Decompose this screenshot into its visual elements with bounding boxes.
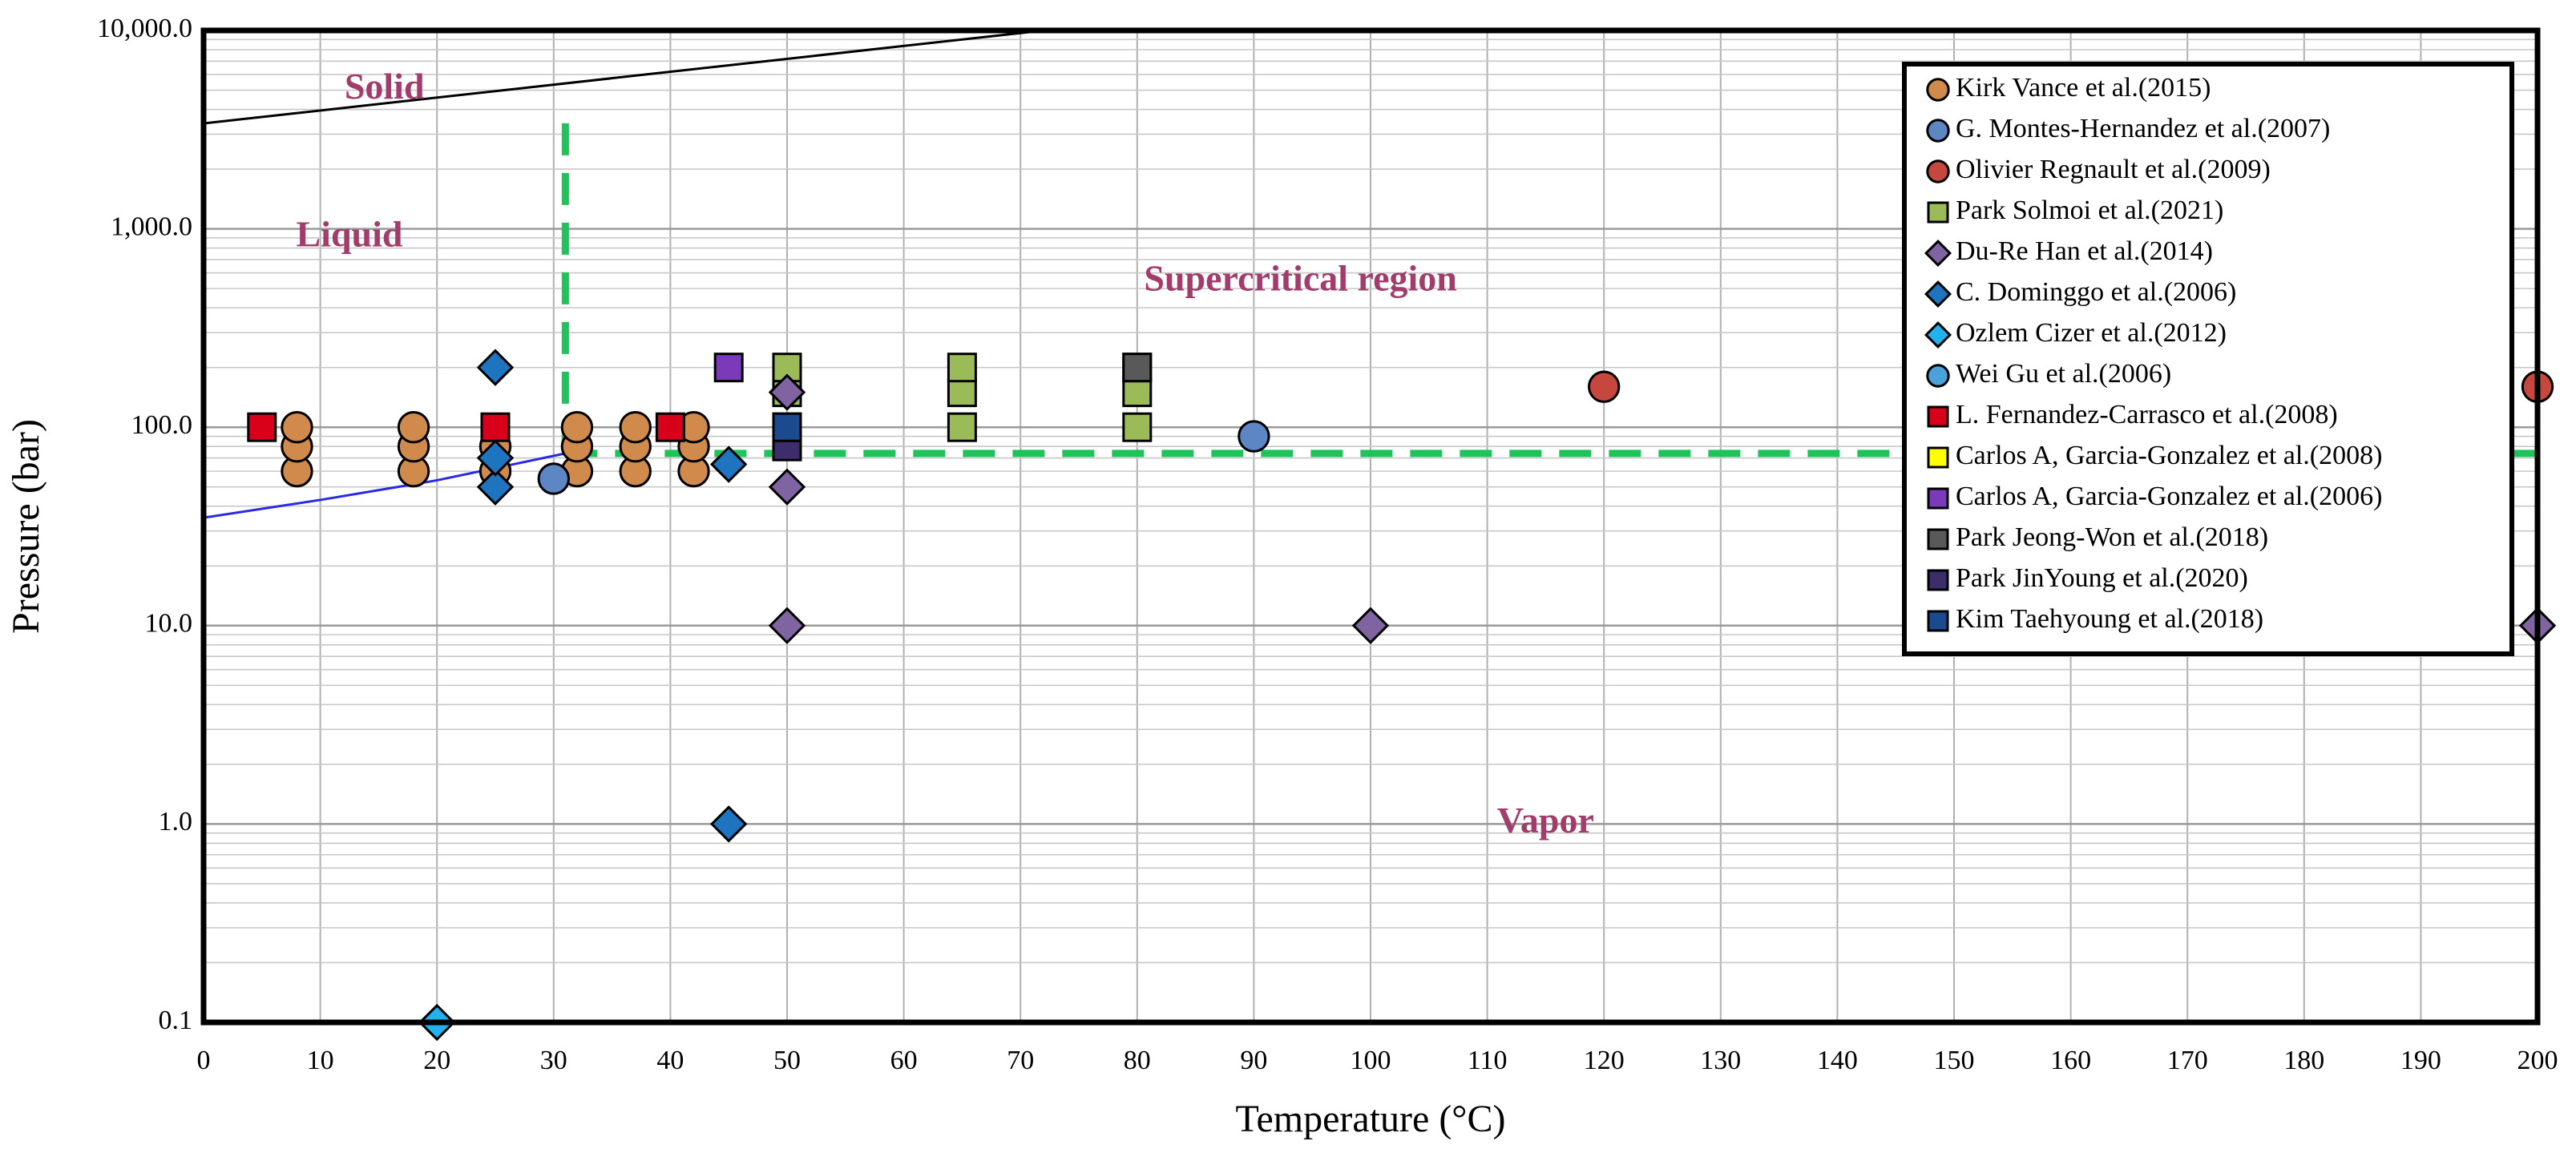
data-point xyxy=(397,411,430,444)
x-tick-label: 50 xyxy=(773,1046,801,1075)
data-points xyxy=(247,349,2557,1042)
x-tick-label: 80 xyxy=(1124,1046,1151,1075)
y-tick-label: 100.0 xyxy=(131,410,193,440)
data-point xyxy=(772,412,802,442)
x-tick-label: 130 xyxy=(1700,1046,1741,1075)
data-point xyxy=(1351,607,1390,645)
legend-label: Ozlem Cizer et al.(2012) xyxy=(1956,318,2227,348)
legend-label: Olivier Regnault et al.(2009) xyxy=(1956,155,2271,184)
region-label: Supercritical region xyxy=(1144,257,1457,298)
x-tick-label: 100 xyxy=(1351,1046,1391,1075)
data-point xyxy=(619,411,652,444)
y-tick-label: 1,000.0 xyxy=(111,212,192,241)
data-point xyxy=(281,411,313,444)
data-point xyxy=(947,377,977,408)
legend-label: C. Dominggo et al.(2006) xyxy=(1956,277,2236,307)
legend-label: Kirk Vance et al.(2015) xyxy=(1956,73,2211,103)
data-point xyxy=(655,412,685,442)
region-label: Vapor xyxy=(1497,800,1594,841)
data-point xyxy=(1588,370,1621,403)
data-point xyxy=(476,439,515,477)
x-tick-label: 170 xyxy=(2167,1046,2208,1075)
data-point xyxy=(947,412,977,442)
region-label: Liquid xyxy=(297,213,403,254)
data-point xyxy=(476,468,515,506)
y-tick-label: 0.1 xyxy=(159,1006,193,1035)
x-tick-label: 160 xyxy=(2050,1046,2091,1075)
legend-label: Kim Taehyoung et al.(2018) xyxy=(1956,604,2263,634)
legend-label: Carlos A, Garcia-Gonzalez et al.(2006) xyxy=(1956,482,2382,511)
legend-marker xyxy=(1926,78,1950,102)
data-point xyxy=(709,805,748,843)
x-tick-label: 20 xyxy=(423,1046,450,1075)
y-tick-label: 10,000.0 xyxy=(97,14,192,43)
legend-label: G. Montes-Hernandez et al.(2007) xyxy=(1956,114,2330,143)
legend-marker xyxy=(1927,569,1949,591)
data-point xyxy=(768,373,806,411)
legend-label: Park Solmoi et al.(2021) xyxy=(1956,196,2223,225)
legend-marker xyxy=(1926,364,1950,388)
y-axis-title: Pressure (bar) xyxy=(5,419,47,634)
plot-frame xyxy=(200,27,2541,1026)
legend-marker xyxy=(1927,487,1949,510)
data-point xyxy=(768,607,806,645)
data-point xyxy=(1122,353,1153,383)
legend-marker xyxy=(1926,159,1950,183)
x-tick-label: 110 xyxy=(1468,1046,1508,1075)
data-point xyxy=(537,462,570,495)
legend-marker xyxy=(1926,119,1950,143)
data-point xyxy=(480,412,511,442)
data-point xyxy=(247,412,277,442)
legend-label: Park JinYoung et al.(2020) xyxy=(1956,563,2248,593)
tick-labels: 0 10 20 30 40 50 60 70 80 90 100 110 120 130 140 150 160… xyxy=(97,14,2558,1075)
x-tick-label: 120 xyxy=(1584,1046,1625,1075)
solid-liquid-boundary xyxy=(204,30,1044,125)
legend-box xyxy=(1902,62,2514,656)
legend-marker xyxy=(1927,610,1949,632)
legend-marker xyxy=(1927,528,1949,550)
legend-marker xyxy=(1927,405,1949,428)
y-tick-label: 1.0 xyxy=(159,807,193,837)
y-tick-label: 10.0 xyxy=(145,609,193,639)
data-point xyxy=(560,411,594,444)
legend-label: L. Fernandez-Carrasco et al.(2008) xyxy=(1956,400,2338,429)
legend-marker xyxy=(1924,280,1952,308)
data-point xyxy=(713,353,744,383)
legend-marker xyxy=(1924,239,1952,268)
legend-label: Wei Gu et al.(2006) xyxy=(1956,359,2171,389)
data-point xyxy=(1238,420,1270,453)
x-tick-label: 30 xyxy=(540,1046,567,1075)
x-tick-label: 60 xyxy=(890,1046,918,1075)
x-tick-label: 0 xyxy=(197,1046,211,1075)
legend-marker xyxy=(1927,201,1949,224)
data-point xyxy=(768,468,806,506)
x-tick-label: 40 xyxy=(656,1046,684,1075)
x-tick-label: 10 xyxy=(307,1046,334,1075)
legend: Kirk Vance et al.(2015) G. Montes-Hernand… xyxy=(1902,62,2514,656)
legend-marker xyxy=(1924,320,1952,349)
region-label: Solid xyxy=(345,66,425,107)
data-point xyxy=(476,349,515,386)
legend-label: Carlos A, Garcia-Gonzalez et al.(2008) xyxy=(1956,441,2382,470)
region-labels: Solid Liquid Supercritical region Vapor xyxy=(297,66,1594,841)
x-tick-label: 150 xyxy=(1934,1046,1975,1075)
data-point xyxy=(709,445,748,483)
x-tick-label: 180 xyxy=(2283,1046,2324,1075)
data-point xyxy=(1122,412,1153,442)
data-point xyxy=(1122,377,1153,408)
x-tick-label: 140 xyxy=(1817,1046,1858,1075)
x-axis-title: Temperature (°C) xyxy=(1235,1098,1505,1140)
x-tick-label: 70 xyxy=(1007,1046,1034,1075)
x-tick-label: 200 xyxy=(2517,1046,2558,1075)
legend-marker xyxy=(1927,446,1949,469)
x-tick-label: 190 xyxy=(2400,1046,2441,1075)
legend-label: Du-Re Han et al.(2014) xyxy=(1956,236,2213,266)
legend-label: Park Jeong-Won et al.(2018) xyxy=(1956,522,2268,552)
data-point xyxy=(947,353,977,383)
x-tick-label: 90 xyxy=(1240,1046,1267,1075)
